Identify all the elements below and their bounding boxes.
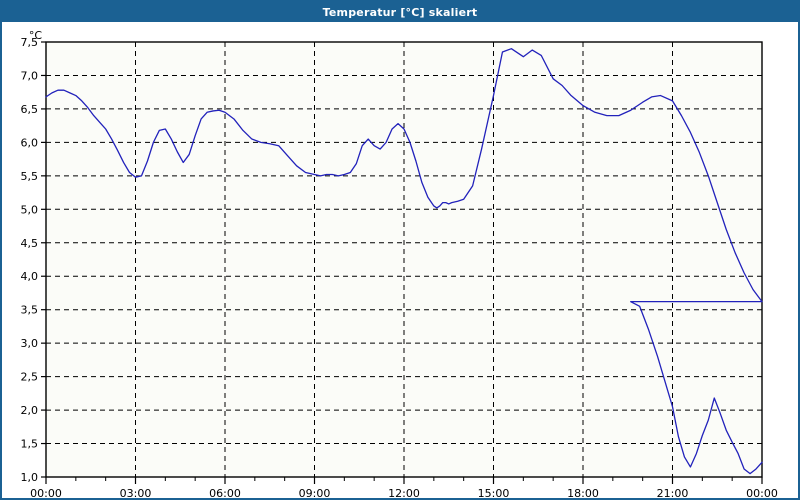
- window-title-bar: Temperatur [°C] skaliert: [2, 2, 798, 22]
- temperature-line-chart: 1,0 1,5 2,0 2,5 3,0 3,5 4,0 4,5 5,0 5,5 6,0 6,5 7,0 7…: [21, 29, 778, 498]
- plot-frame: [45, 41, 763, 478]
- x-axis-time-label: 00:00: [30, 487, 62, 498]
- y-axis-tick-label: 7,5: [21, 36, 39, 49]
- y-axis-tick-label: 5,5: [21, 170, 39, 183]
- y-axis-tick-label: 3,5: [21, 304, 39, 317]
- x-axis-time-label: 18:00: [567, 487, 599, 498]
- y-axis-tick-label: 1,0: [21, 471, 39, 484]
- x-axis-time-label: 06:00: [209, 487, 241, 498]
- y-axis-tick-label: 4,5: [21, 237, 39, 250]
- x-axis-time-label: 21:00: [657, 487, 689, 498]
- y-axis-tick-label: 7,0: [21, 69, 39, 82]
- y-axis-labels: 1,0 1,5 2,0 2,5 3,0 3,5 4,0 4,5 5,0 5,5 6,0 6,5 7,0 7…: [21, 36, 39, 484]
- y-axis-tick-label: 2,5: [21, 371, 39, 384]
- chart-canvas: 1,0 1,5 2,0 2,5 3,0 3,5 4,0 4,5 5,0 5,5 6,0 6,5 7,0 7…: [2, 22, 798, 498]
- window-title: Temperatur [°C] skaliert: [322, 5, 478, 19]
- y-axis-tick-label: 4,0: [21, 270, 39, 283]
- temperature-data-line: [45, 48, 763, 475]
- y-axis-tick-label: 3,0: [21, 337, 39, 350]
- y-axis-unit-label: °C: [29, 29, 43, 42]
- x-axis-time-label: 03:00: [120, 487, 152, 498]
- y-axis-tick-label: 2,0: [21, 404, 39, 417]
- x-axis-time-label: 00:00: [746, 487, 778, 498]
- y-axis-tick-label: 5,0: [21, 203, 39, 216]
- x-axis-time-label: 15:00: [478, 487, 510, 498]
- y-axis-tick-label: 6,0: [21, 136, 39, 149]
- y-axis-tick-label: 1,5: [21, 438, 39, 451]
- x-axis-time-label: 09:00: [299, 487, 331, 498]
- y-axis-tick-label: 6,5: [21, 103, 39, 116]
- major-tick-marks: [41, 41, 763, 484]
- x-axis-labels: 00:0029.12.1303:0029.12.1306:0029.12.130…: [30, 487, 778, 498]
- x-axis-time-label: 12:00: [388, 487, 420, 498]
- vertical-gridlines: [135, 42, 673, 477]
